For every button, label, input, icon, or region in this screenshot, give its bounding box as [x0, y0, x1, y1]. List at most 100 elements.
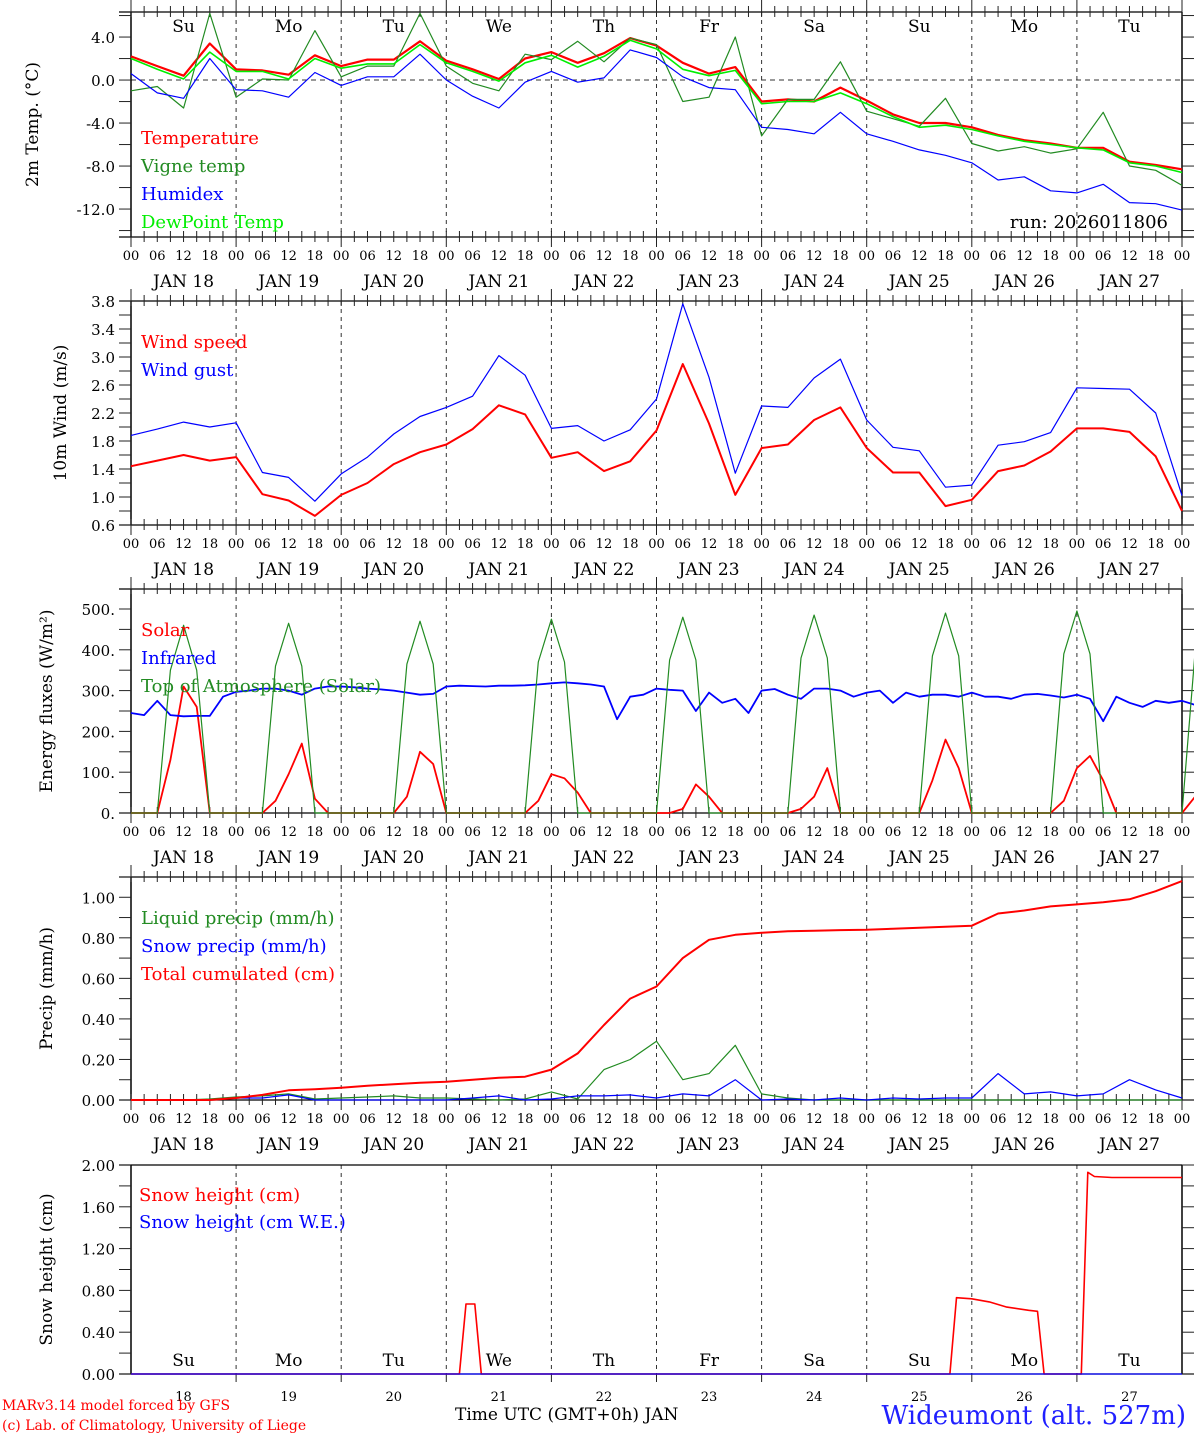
x-hour-label: 12 — [280, 825, 297, 840]
x-hour-label: 12 — [175, 249, 192, 264]
day-number-label: 19 — [280, 1390, 297, 1405]
x-hour-label: 06 — [464, 825, 481, 840]
x-hour-label: 18 — [202, 1112, 219, 1127]
x-hour-label: 18 — [412, 537, 429, 552]
x-hour-label: 00 — [333, 1112, 350, 1127]
weekday-label: Su — [172, 1351, 195, 1371]
x-date-label: JAN 23 — [677, 272, 740, 292]
x-hour-label: 00 — [228, 1112, 245, 1127]
x-date-label: JAN 24 — [782, 560, 845, 580]
x-hour-label: 18 — [307, 1112, 324, 1127]
weekday-label: Tu — [383, 1351, 405, 1371]
x-hour-label: 12 — [385, 1112, 402, 1127]
y-axis-label: Precip (mm/h) — [37, 927, 57, 1050]
weekday-label: Sa — [803, 1351, 825, 1371]
x-hour-label: 06 — [990, 1112, 1007, 1127]
x-hour-label: 12 — [280, 1112, 297, 1127]
x-hour-label: 06 — [1095, 825, 1112, 840]
legend-entry: DewPoint Temp — [141, 212, 284, 233]
x-hour-label: 12 — [175, 825, 192, 840]
x-hour-label: 00 — [858, 1112, 875, 1127]
x-hour-label: 00 — [1174, 537, 1191, 552]
x-date-label: JAN 26 — [992, 272, 1055, 292]
x-hour-label: 00 — [1069, 537, 1086, 552]
x-hour-label: 18 — [1147, 249, 1164, 264]
series-humidex — [130, 49, 1183, 211]
x-hour-label: 18 — [1042, 537, 1059, 552]
x-hour-label: 18 — [1147, 825, 1164, 840]
x-hour-label: 06 — [149, 1112, 166, 1127]
x-hour-label: 00 — [858, 825, 875, 840]
day-number-label: 24 — [806, 1390, 823, 1405]
panel-wind: 0.6 1.0 1.4 1.8 2.2 2.6 3.0 3.4 3.8 10m Wind (m/s… — [51, 289, 1194, 580]
x-date-label: JAN 27 — [1097, 272, 1160, 292]
weekday-label: Mo — [275, 17, 303, 37]
x-hour-label: 18 — [832, 825, 849, 840]
hour-ticks — [130, 289, 1183, 535]
series-liquid-precip-mm-h — [131, 1040, 1182, 1101]
weekday-label: Th — [593, 17, 615, 37]
series-vigne-temp — [130, 12, 1183, 186]
x-hour-label: 00 — [438, 825, 455, 840]
day-number-label: 20 — [385, 1390, 402, 1405]
x-hour-label: 06 — [990, 825, 1007, 840]
legend-entry: Infrared — [141, 648, 216, 669]
x-hour-label: 06 — [780, 825, 797, 840]
y-tick-label: 0.80 — [82, 1282, 115, 1300]
x-hour-label: 00 — [123, 825, 140, 840]
x-hour-label: 18 — [412, 825, 429, 840]
x-hour-label: 12 — [491, 1112, 508, 1127]
y-tick-label: 0.60 — [82, 970, 115, 988]
y-tick-label: 0.80 — [82, 930, 115, 948]
x-hour-label: 18 — [307, 249, 324, 264]
series-snow-precip-mm-h — [131, 1073, 1183, 1101]
x-hour-label: 06 — [464, 1112, 481, 1127]
x-hour-label: 18 — [622, 1112, 639, 1127]
x-hour-label: 18 — [937, 825, 954, 840]
y-tick-label: 400. — [82, 642, 115, 660]
x-hour-label: 18 — [1042, 1112, 1059, 1127]
x-date-label: JAN 27 — [1097, 848, 1160, 868]
x-date-label: JAN 21 — [466, 272, 529, 292]
x-date-label: JAN 23 — [677, 848, 740, 868]
weekday-label: Tu — [1118, 1351, 1140, 1371]
y-tick-label: 0.0 — [91, 72, 115, 90]
x-hour-label: 12 — [1016, 825, 1033, 840]
day-ticks — [235, 1374, 1078, 1382]
x-hour-label: 18 — [202, 825, 219, 840]
x-hour-label: 06 — [675, 537, 692, 552]
y-axis-label: Snow height (cm) — [37, 1193, 57, 1345]
panel-snow: 0.00 0.40 0.80 1.20 1.60 2.00 Snow height (cm)… — [37, 1157, 1194, 1405]
x-hour-label: 12 — [806, 537, 823, 552]
x-hour-label: 18 — [832, 537, 849, 552]
y-tick-label: 0.40 — [82, 1011, 115, 1029]
x-hour-label: 00 — [228, 249, 245, 264]
x-date-label: JAN 19 — [256, 560, 319, 580]
x-date-label: JAN 22 — [571, 1135, 634, 1155]
y-tick-label: 3.8 — [91, 293, 115, 311]
x-date-label: JAN 21 — [466, 848, 529, 868]
x-hour-label: 00 — [1174, 1112, 1191, 1127]
x-hour-label: 18 — [937, 249, 954, 264]
x-hour-label: 12 — [596, 537, 613, 552]
time-axis-label: Time UTC (GMT+0h) JAN — [455, 1405, 679, 1425]
x-date-label: JAN 18 — [151, 848, 214, 868]
x-hour-label: 06 — [1095, 1112, 1112, 1127]
x-hour-label: 06 — [885, 825, 902, 840]
panel-energy: 0. 100. 200. 300. 400. 500. Energy fluxes (W/m… — [37, 577, 1194, 868]
x-hour-label: 18 — [517, 249, 534, 264]
x-hour-label: 18 — [517, 1112, 534, 1127]
x-hour-label: 06 — [569, 1112, 586, 1127]
series-dewpoint-temp — [130, 39, 1183, 174]
y-tick-label: 0. — [101, 805, 115, 823]
weekday-label: Su — [172, 17, 195, 37]
x-hour-label: 12 — [491, 825, 508, 840]
x-hour-label: 12 — [1121, 1112, 1138, 1127]
x-hour-label: 06 — [675, 249, 692, 264]
x-hour-label: 18 — [307, 537, 324, 552]
y-tick-label: 1.0 — [91, 489, 115, 507]
x-date-label: JAN 21 — [466, 1135, 529, 1155]
x-date-label: JAN 24 — [782, 848, 845, 868]
x-hour-label: 00 — [123, 537, 140, 552]
legend-entry: Snow precip (mm/h) — [141, 936, 327, 957]
